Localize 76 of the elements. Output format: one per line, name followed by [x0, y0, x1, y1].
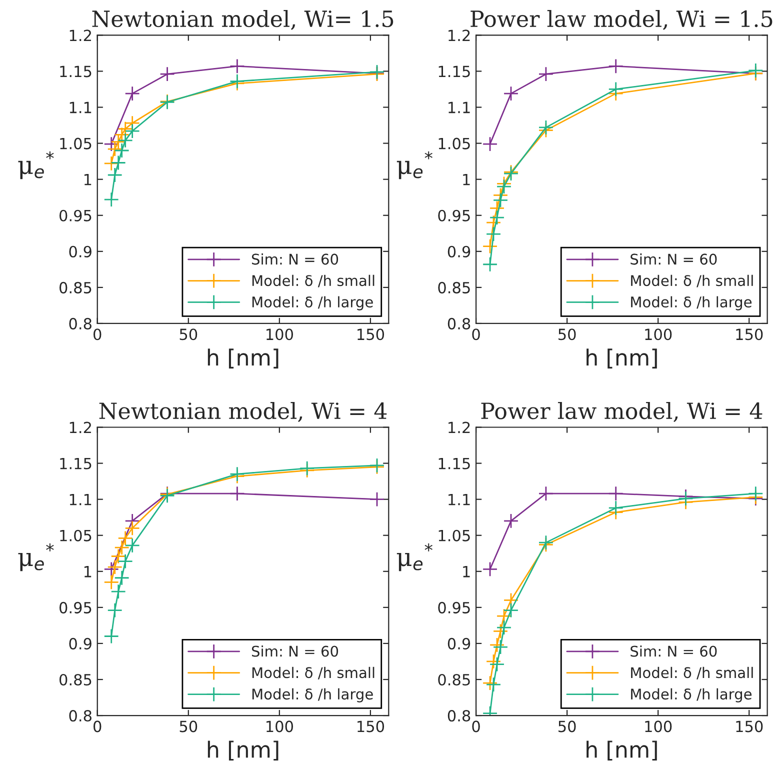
y-tick-label: 1.2 — [70, 30, 91, 41]
x-axis-title: h [nm] — [586, 348, 657, 368]
y-tick-label: 0.85 — [438, 674, 470, 686]
y-tick-label: 1.1 — [448, 102, 470, 114]
chart-title: Newtonian model, Wi = 4 — [99, 402, 387, 422]
y-tick-label: 1 — [84, 566, 92, 578]
y-tick-label: 1.15 — [438, 458, 470, 470]
x-tick-label: 0 — [472, 720, 480, 732]
legend-label: Model: δ /h small — [252, 274, 374, 288]
y-axis-title: μ$_{e}$$^{*}$ — [396, 151, 432, 180]
y-tick-label: 0.8 — [448, 710, 470, 722]
y-tick-label: 1 — [84, 174, 92, 186]
x-tick-label: 0 — [472, 328, 480, 340]
legend-label: Model: δ /h large — [252, 688, 373, 702]
y-tick-label: 0.95 — [60, 210, 92, 222]
y-tick-label: 1.15 — [438, 66, 470, 78]
x-axis-title: h [nm] — [208, 348, 278, 368]
legend-label: Model: δ /h large — [252, 296, 373, 310]
y-tick-label: 0.9 — [448, 638, 470, 650]
legend-label: Model: δ /h small — [252, 666, 374, 680]
x-tick-label: 0 — [94, 328, 102, 340]
legend-label: Sim: N = 60 — [252, 253, 338, 265]
y-tick-label: 0.85 — [438, 282, 470, 294]
y-tick-label: 0.95 — [438, 210, 470, 222]
x-tick-label: 50 — [558, 328, 576, 340]
y-axis-title: μ$_{e}$$^{*}$ — [18, 151, 54, 180]
y-tick-label: 1.1 — [70, 494, 92, 506]
y-tick-label: 0.85 — [60, 674, 92, 686]
y-tick-label: 0.8 — [69, 710, 92, 722]
y-tick-label: 1.2 — [448, 422, 470, 434]
legend-label: Model: δ /h small — [631, 274, 753, 288]
x-tick-label: 100 — [266, 328, 293, 340]
x-tick-label: 150 — [358, 720, 384, 732]
x-tick-label: 150 — [736, 328, 763, 340]
chart-title: Power law model, Wi = 4 — [481, 402, 762, 422]
chart-title: Power law model, Wi = 1.5 — [470, 10, 772, 30]
x-tick-label: 50 — [558, 720, 576, 732]
x-tick-label: 150 — [358, 328, 384, 340]
y-tick-label: 0.8 — [69, 318, 92, 330]
legend-label: Model: δ /h small — [631, 666, 753, 680]
y-tick-label: 1 — [463, 174, 470, 186]
y-tick-label: 1.15 — [60, 458, 92, 470]
x-tick-label: 150 — [736, 720, 763, 732]
legend-label: Sim: N = 60 — [630, 645, 717, 657]
x-tick-label: 50 — [180, 328, 198, 340]
y-tick-label: 1.1 — [448, 494, 470, 506]
x-tick-label: 100 — [645, 328, 672, 340]
y-tick-label: 1.05 — [438, 138, 470, 150]
y-tick-label: 0.8 — [448, 318, 470, 330]
y-tick-label: 0.9 — [69, 246, 92, 258]
y-tick-label: 1.05 — [60, 530, 92, 542]
y-tick-label: 0.9 — [448, 246, 470, 258]
chart-title: Newtonian model, Wi= 1.5 — [92, 10, 394, 30]
y-tick-label: 0.95 — [60, 602, 92, 614]
y-tick-label: 1.2 — [448, 30, 470, 41]
y-tick-label: 0.95 — [438, 602, 470, 614]
y-tick-label: 1 — [463, 566, 470, 578]
y-axis-title: μ$_{e}$$^{*}$ — [396, 543, 432, 572]
y-tick-label: 0.9 — [69, 638, 92, 650]
y-tick-label: 1.05 — [438, 530, 470, 542]
x-tick-label: 100 — [266, 720, 293, 732]
x-axis-title: h [nm] — [586, 740, 657, 761]
x-axis-title: h [nm] — [208, 740, 278, 761]
x-tick-label: 0 — [94, 720, 102, 732]
legend-label: Model: δ /h large — [631, 688, 752, 702]
x-tick-label: 100 — [645, 720, 672, 732]
x-tick-label: 50 — [180, 720, 198, 732]
y-tick-label: 1.05 — [60, 138, 92, 150]
legend-label: Model: δ /h large — [631, 296, 752, 310]
y-axis-title: μ$_{e}$$^{*}$ — [18, 543, 54, 572]
legend-label: Sim: N = 60 — [630, 253, 717, 265]
legend-label: Sim: N = 60 — [252, 645, 338, 657]
y-tick-label: 0.85 — [60, 282, 92, 294]
y-tick-label: 1.2 — [70, 422, 91, 434]
y-tick-label: 1.1 — [70, 102, 92, 114]
y-tick-label: 1.15 — [60, 66, 92, 78]
